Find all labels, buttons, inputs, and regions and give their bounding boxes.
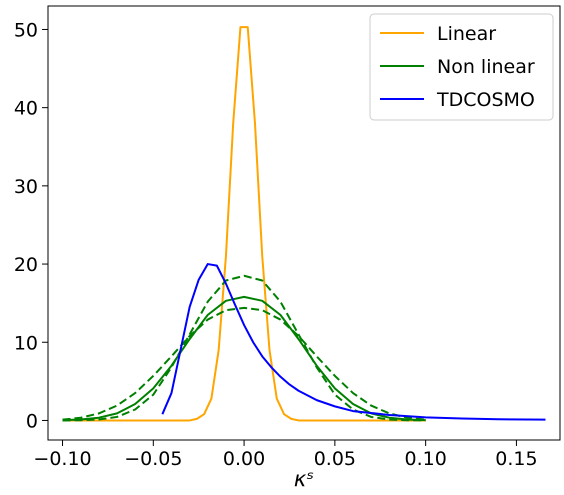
legend-label-non-linear: Non linear <box>437 56 535 78</box>
y-axis: 0 10 20 30 40 50 <box>14 19 48 432</box>
x-tick-label: 0.15 <box>495 448 537 470</box>
series-line-linear <box>62 26 426 422</box>
x-axis-label: κˢ <box>294 467 314 491</box>
y-tick-label: 40 <box>14 98 38 120</box>
legend: Linear Non linear TDCOSMO <box>369 13 554 121</box>
plot-lines <box>62 26 546 422</box>
x-tick-label: 0.10 <box>404 448 446 470</box>
series-line-dashed-2 <box>62 274 426 422</box>
series-line-tdcosmo <box>161 263 546 421</box>
series-line-dashed-3 <box>62 306 426 421</box>
x-tick-label: 0.05 <box>314 448 356 470</box>
y-tick-label: 10 <box>14 332 38 354</box>
plot-frame <box>47 5 561 441</box>
series-line-non-linear <box>62 295 426 422</box>
x-tick-label: −0.10 <box>33 448 91 470</box>
y-tick-label: 30 <box>14 176 38 198</box>
x-tick-label: −0.05 <box>124 448 182 470</box>
legend-label-tdcosmo: TDCOSMO <box>436 89 535 111</box>
y-tick-label: 50 <box>14 19 38 41</box>
legend-box <box>369 13 554 121</box>
legend-label-linear: Linear <box>437 23 496 45</box>
x-axis: −0.10 −0.05 0.00 0.05 0.10 0.15 <box>33 440 538 470</box>
y-tick-label: 0 <box>26 410 38 432</box>
y-tick-label: 20 <box>14 254 38 276</box>
x-tick-label: 0.00 <box>223 448 265 470</box>
